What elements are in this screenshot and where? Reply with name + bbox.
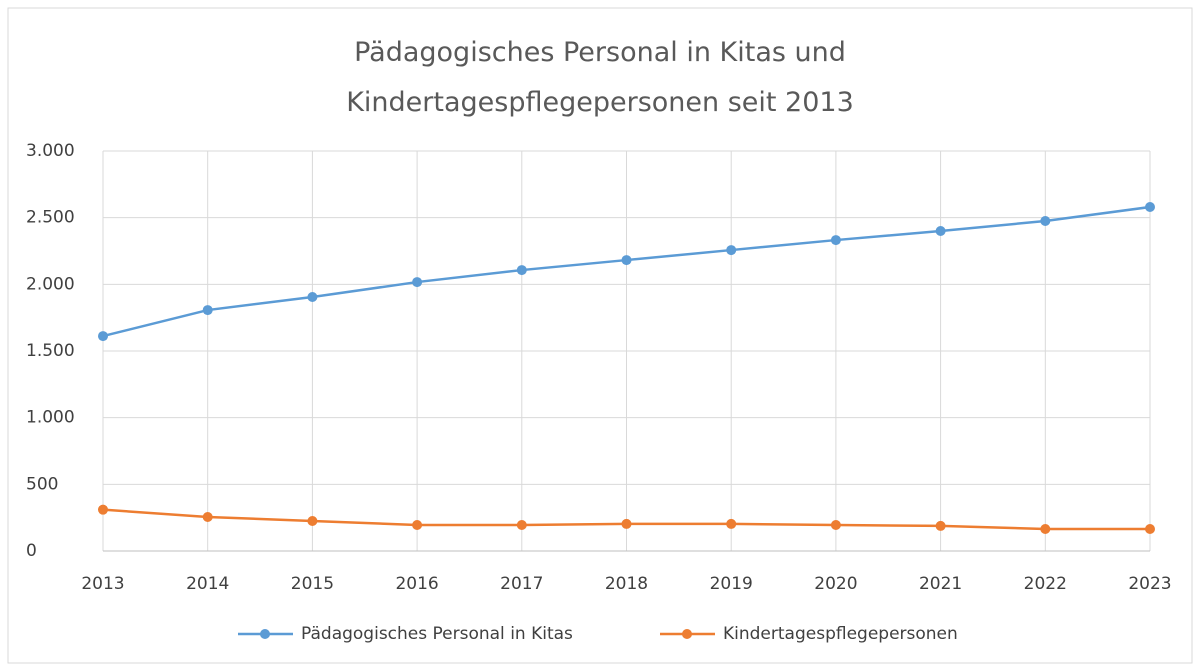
y-tick-label: 2.500 — [26, 208, 75, 228]
y-tick-label: 2.000 — [26, 274, 75, 294]
x-tick-label: 2013 — [81, 574, 124, 594]
x-tick-label: 2015 — [291, 574, 334, 594]
data-point — [1145, 524, 1155, 534]
y-tick-label: 3.000 — [26, 141, 75, 161]
data-point — [726, 518, 737, 529]
y-tick-label: 500 — [26, 474, 58, 494]
data-point — [830, 235, 841, 246]
x-tick-label: 2017 — [500, 574, 543, 594]
data-point — [202, 512, 213, 522]
y-tick-label: 0 — [26, 541, 37, 561]
data-point — [202, 305, 213, 316]
chart-title: Pädagogisches Personal in Kitas und Kind… — [346, 37, 854, 118]
x-tick-label: 2019 — [710, 574, 753, 594]
data-point — [1145, 202, 1155, 212]
x-tick-label: 2016 — [395, 574, 438, 594]
y-tick-label: 1.000 — [26, 408, 75, 428]
legend-marker — [260, 629, 270, 639]
data-point — [516, 520, 527, 530]
data-point — [516, 265, 527, 276]
legend-label: Pädagogisches Personal in Kitas — [301, 624, 573, 644]
data-point — [726, 245, 737, 256]
data-point — [1040, 524, 1051, 534]
data-point — [307, 292, 318, 302]
data-point — [98, 504, 108, 515]
chart-border — [7, 7, 1193, 664]
data-point — [935, 226, 946, 236]
y-tick-label: 1.500 — [26, 341, 75, 361]
data-point — [621, 518, 632, 529]
x-tick-label: 2022 — [1024, 574, 1067, 594]
data-point — [621, 255, 632, 266]
legend-label: Kindertagespflegepersonen — [723, 624, 958, 644]
x-tick-label: 2018 — [605, 574, 648, 594]
x-tick-label: 2014 — [186, 574, 229, 594]
data-point — [1040, 216, 1051, 226]
data-point — [307, 516, 318, 526]
data-point — [412, 520, 423, 530]
data-point — [830, 520, 841, 530]
legend-marker — [682, 629, 692, 639]
x-tick-label: 2023 — [1128, 574, 1171, 594]
data-point — [412, 277, 423, 288]
x-tick-label: 2021 — [919, 574, 962, 594]
x-tick-label: 2020 — [814, 574, 857, 594]
data-point — [98, 331, 108, 342]
data-point — [935, 520, 946, 531]
